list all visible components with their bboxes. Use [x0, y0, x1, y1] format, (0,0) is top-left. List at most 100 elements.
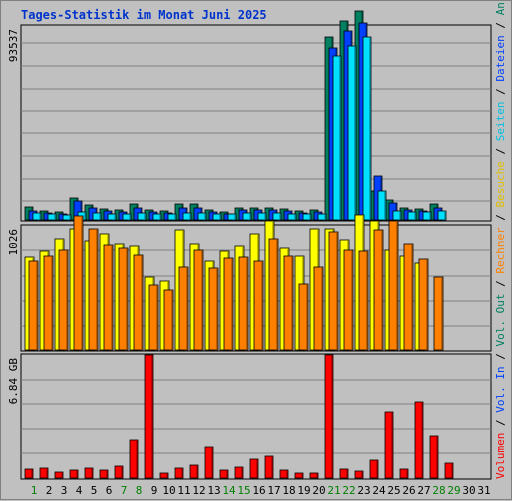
bar-shade — [166, 474, 168, 477]
bar-volumen-day-1 — [24, 468, 34, 479]
bar-seiten-day-14 — [227, 213, 237, 221]
bar-seiten-day-10 — [167, 213, 177, 221]
bar-shade — [76, 471, 78, 477]
bar-rechner-day-7 — [118, 247, 129, 351]
bar-shade — [411, 245, 413, 349]
day-label-22: 22 — [342, 484, 355, 497]
bar-shade — [201, 251, 203, 349]
bar-shade — [231, 259, 233, 349]
bar-shade — [159, 215, 161, 219]
bar-rechner-day-20 — [313, 266, 324, 351]
bar-volumen-day-19 — [294, 472, 304, 479]
bar-volumen-day-9 — [144, 354, 154, 479]
bar-shade — [316, 474, 318, 477]
bar-shade — [111, 246, 113, 349]
bar-shade — [181, 469, 183, 477]
day-label-25: 25 — [387, 484, 400, 497]
bar-shade — [241, 468, 243, 477]
legend-entry: Rechner — [494, 227, 507, 274]
bar-seiten-day-9 — [152, 213, 162, 221]
bar-seiten-day-2 — [47, 213, 57, 221]
bar-seiten-day-1 — [32, 212, 42, 221]
bar-volumen-day-24 — [369, 459, 379, 479]
bar-volumen-day-5 — [84, 467, 94, 479]
bar-shade — [369, 38, 371, 219]
bar-shade — [141, 256, 143, 349]
legend-entry: / — [494, 347, 507, 367]
bar-shade — [441, 278, 443, 349]
chart-title: Tages-Statistik im Monat Juni 2025 — [21, 8, 267, 22]
legend-entry: Volumen — [494, 433, 507, 479]
bar-rechner-day-9 — [148, 284, 159, 351]
bar-shade — [306, 285, 308, 349]
day-label-12: 12 — [192, 484, 205, 497]
bar-rechner-day-11 — [178, 266, 189, 351]
bar-rechner-day-23 — [358, 250, 369, 351]
bar-volumen-day-26 — [399, 468, 409, 479]
bar-seiten-day-17 — [272, 212, 282, 221]
bar-shade — [324, 215, 326, 219]
day-label-29: 29 — [447, 484, 460, 497]
bar-volumen-day-8 — [129, 439, 139, 479]
bar-shade — [226, 471, 228, 477]
legend-entry: / — [494, 274, 507, 294]
day-label-7: 7 — [121, 484, 128, 497]
bar-seiten-day-11 — [182, 212, 192, 221]
day-label-1: 1 — [31, 484, 38, 497]
bar-shade — [246, 258, 248, 349]
bar-rechner-day-24 — [373, 229, 384, 351]
bar-volumen-day-4 — [69, 469, 79, 479]
legend-entry: Vol. Out — [494, 294, 507, 347]
bar-volumen-day-23 — [354, 470, 364, 479]
day-label-19: 19 — [297, 484, 310, 497]
bar-shade — [66, 251, 68, 349]
bar-volumen-day-12 — [189, 464, 199, 479]
bar-volumen-day-18 — [279, 469, 289, 479]
day-label-9: 9 — [151, 484, 158, 497]
bar-shade — [321, 268, 323, 349]
bar-volumen-day-6 — [99, 469, 109, 479]
bar-shade — [429, 213, 431, 219]
bar-shade — [39, 214, 41, 219]
bar-rechner-day-14 — [223, 257, 234, 351]
bar-shade — [36, 262, 38, 349]
bar-shade — [271, 457, 273, 477]
bar-shade — [144, 214, 146, 219]
bar-rechner-day-13 — [208, 267, 219, 351]
bar-shade — [106, 471, 108, 477]
bar-volumen-day-28 — [429, 435, 439, 479]
bar-rechner-day-25 — [388, 220, 399, 351]
day-label-6: 6 — [106, 484, 113, 497]
bar-seiten-day-23 — [362, 36, 372, 221]
bar-shade — [186, 268, 188, 349]
bar-shade — [279, 214, 281, 219]
bar-volumen-day-29 — [444, 462, 454, 479]
bar-shade — [136, 441, 138, 477]
bar-shade — [219, 215, 221, 219]
bar-shade — [261, 262, 263, 349]
legend-entry: Vol. In — [494, 366, 507, 412]
bar-volumen-day-20 — [309, 472, 319, 479]
bar-shade — [294, 215, 296, 219]
day-label-3: 3 — [61, 484, 68, 497]
bar-rechner-day-1 — [28, 260, 39, 351]
bar-shade — [121, 467, 123, 477]
bar-shade — [31, 470, 33, 477]
bar-shade — [84, 213, 86, 219]
bar-seiten-day-25 — [392, 210, 402, 221]
bar-volumen-day-21 — [324, 354, 334, 479]
bar-shade — [156, 286, 158, 349]
bar-seiten-day-6 — [107, 213, 117, 221]
bar-shade — [301, 474, 303, 477]
legend-entry: / — [494, 207, 507, 227]
bar-shade — [414, 213, 416, 219]
day-label-2: 2 — [46, 484, 53, 497]
bar-rechner-day-6 — [103, 244, 114, 351]
bar-volumen-day-25 — [384, 411, 394, 479]
bar-rechner-day-15 — [238, 256, 249, 351]
legend-entry: Seiten — [494, 101, 507, 141]
bar-shade — [361, 472, 363, 477]
bar-rechner-day-2 — [43, 255, 54, 351]
bar-shade — [339, 57, 341, 219]
